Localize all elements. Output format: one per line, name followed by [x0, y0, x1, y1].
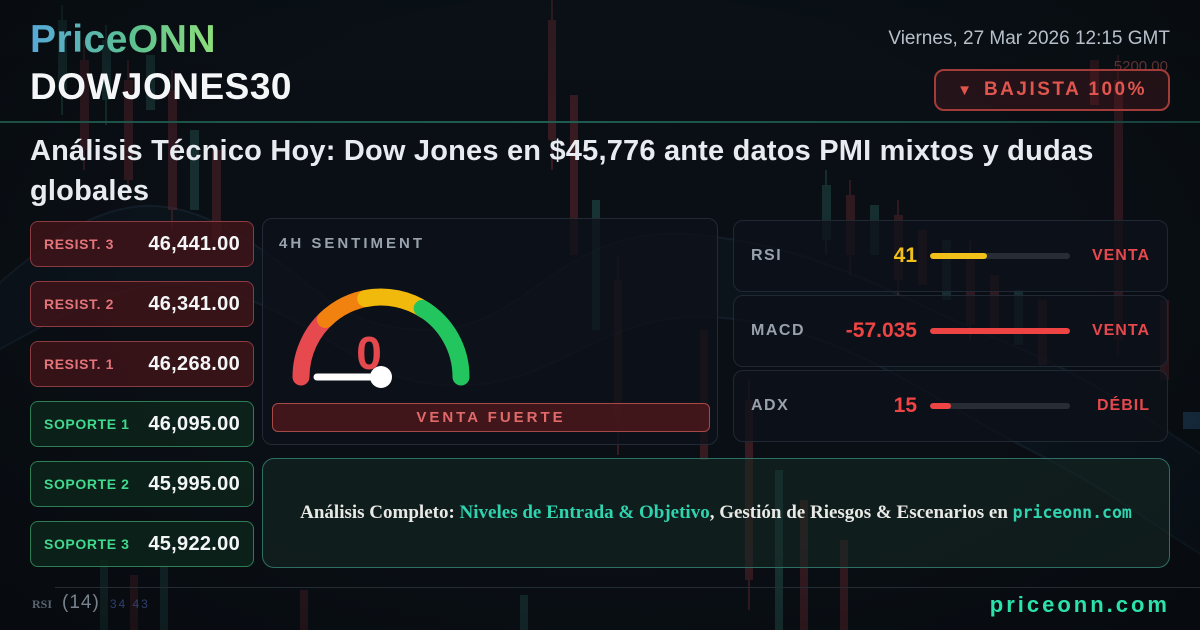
cta-banner: Análisis Completo: Niveles de Entrada & …: [262, 458, 1170, 568]
down-triangle-icon: ▼: [957, 81, 972, 99]
levels-column: RESIST. 3 46,441.00 RESIST. 2 46,341.00 …: [30, 221, 254, 567]
resistance-1-label: RESIST. 1: [44, 356, 114, 372]
adx-bar-track: [930, 403, 1070, 409]
footer-rsi-label: RSI: [32, 597, 53, 611]
footer-site-link[interactable]: priceonn.com: [989, 592, 1170, 617]
headline-line1: Análisis Técnico Hoy: Dow Jones en $45,7…: [30, 135, 1094, 167]
cta-highlight: Niveles de Entrada & Objetivo: [459, 502, 710, 523]
macd-value: -57.035: [845, 319, 917, 342]
adx-signal: DÉBIL: [1097, 397, 1150, 414]
trend-badge: ▼ BAJISTA 100%: [934, 69, 1170, 111]
adx-label: ADX: [751, 397, 790, 414]
cta-middle: , Gestión de Riesgos & Escenarios en: [709, 502, 1013, 523]
support-2-label: SOPORTE 2: [44, 476, 130, 492]
support-1-label: SOPORTE 1: [44, 416, 130, 432]
support-3-box: SOPORTE 3 45,922.00: [30, 521, 254, 567]
sentiment-gauge: 0: [292, 288, 470, 388]
macd-bar-track: [930, 328, 1070, 334]
rsi-value: 41: [893, 244, 917, 267]
headline-line2: globales: [30, 175, 150, 207]
support-1-value: 46,095.00: [148, 412, 240, 435]
resistance-1-value: 46,268.00: [148, 352, 240, 375]
sentiment-card: 4H SENTIMENT 0 VENTA FUERTE: [262, 218, 718, 445]
adx-value: 15: [893, 394, 917, 417]
support-1-box: SOPORTE 1 46,095.00: [30, 401, 254, 447]
indicator-row-macd: MACD -57.035 VENTA: [733, 295, 1168, 367]
resistance-3-value: 46,441.00: [148, 232, 240, 255]
indicators-panel: RSI 41 VENTA MACD -57.035 VENTA ADX 15 D…: [733, 220, 1168, 442]
rsi-label: RSI: [751, 247, 783, 264]
brand-logo: PriceONN: [30, 18, 217, 61]
instrument-symbol: DOWJONES30: [30, 66, 293, 107]
resistance-2-box: RESIST. 2 46,341.00: [30, 281, 254, 327]
cta-text: Análisis Completo: Niveles de Entrada & …: [282, 502, 1150, 524]
resistance-1-box: RESIST. 1 46,268.00: [30, 341, 254, 387]
footer-rsi-period: (14): [62, 592, 100, 613]
footer-divider: [55, 587, 1200, 588]
footer-chart-labels: RSI (14) 34 43: [32, 592, 150, 614]
gauge-value: 0: [356, 327, 382, 379]
support-2-box: SOPORTE 2 45,995.00: [30, 461, 254, 507]
macd-label: MACD: [751, 322, 805, 339]
timestamp: Viernes, 27 Mar 2026 12:15 GMT: [888, 28, 1170, 49]
support-3-label: SOPORTE 3: [44, 536, 130, 552]
rsi-bar-fill: [930, 253, 988, 259]
resistance-2-value: 46,341.00: [148, 292, 240, 315]
macd-signal: VENTA: [1091, 322, 1150, 339]
header-divider: [0, 121, 1200, 123]
resistance-2-label: RESIST. 2: [44, 296, 114, 312]
footer-rsi-values: 34 43: [109, 597, 150, 611]
sentiment-title: 4H SENTIMENT: [279, 235, 426, 252]
macd-bar-fill: [930, 328, 1070, 334]
cta-site-link[interactable]: priceonn.com: [1012, 503, 1132, 522]
chart-price-tag: [1183, 412, 1200, 429]
rsi-bar-track: [930, 253, 1070, 259]
support-2-value: 45,995.00: [148, 472, 240, 495]
indicator-row-rsi: RSI 41 VENTA: [733, 220, 1168, 292]
trend-badge-label: BAJISTA 100%: [983, 79, 1147, 100]
rsi-signal: VENTA: [1091, 247, 1150, 264]
resistance-3-box: RESIST. 3 46,441.00: [30, 221, 254, 267]
sentiment-signal-button[interactable]: VENTA FUERTE: [272, 403, 710, 432]
support-3-value: 45,922.00: [148, 532, 240, 555]
adx-bar-fill: [930, 403, 951, 409]
cta-prefix: Análisis Completo:: [300, 502, 460, 523]
indicator-row-adx: ADX 15 DÉBIL: [733, 370, 1168, 442]
resistance-3-label: RESIST. 3: [44, 236, 114, 252]
headline: Análisis Técnico Hoy: Dow Jones en $45,7…: [30, 131, 1180, 211]
